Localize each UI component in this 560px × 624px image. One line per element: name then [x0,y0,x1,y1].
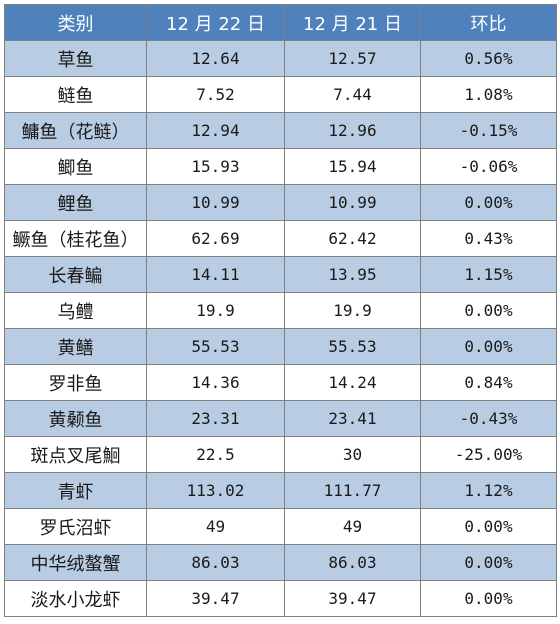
price-dec21-cell: 86.03 [284,544,421,581]
category-cell: 罗非鱼 [4,364,147,401]
change-cell: 0.00% [420,292,557,329]
table-row: 鳙鱼（花鲢） 12.94 12.96 -0.15% [4,112,557,149]
price-dec22-cell: 12.94 [146,112,285,149]
change-cell: -0.06% [420,148,557,185]
change-cell: 0.00% [420,508,557,545]
category-cell: 青虾 [4,472,147,509]
table-row: 斑点叉尾鮰 22.5 30 -25.00% [4,436,557,473]
change-cell: 0.00% [420,184,557,221]
category-cell: 鲤鱼 [4,184,147,221]
price-dec21-cell: 13.95 [284,256,421,293]
change-cell: 0.56% [420,40,557,77]
table-row: 淡水小龙虾 39.47 39.47 0.00% [4,580,557,617]
price-dec21-cell: 111.77 [284,472,421,509]
change-cell: 1.08% [420,76,557,113]
header-date-dec22: 12 月 22 日 [146,4,285,41]
category-cell: 鲫鱼 [4,148,147,185]
change-cell: 0.00% [420,544,557,581]
price-dec22-cell: 113.02 [146,472,285,509]
category-cell: 斑点叉尾鮰 [4,436,147,473]
table-row: 中华绒螯蟹 86.03 86.03 0.00% [4,544,557,581]
price-dec21-cell: 23.41 [284,400,421,437]
header-change: 环比 [420,4,557,41]
category-cell: 罗氏沼虾 [4,508,147,545]
change-cell: -25.00% [420,436,557,473]
price-dec22-cell: 55.53 [146,328,285,365]
change-cell: 0.84% [420,364,557,401]
change-cell: -0.43% [420,400,557,437]
category-cell: 中华绒螯蟹 [4,544,147,581]
category-cell: 黄颡鱼 [4,400,147,437]
table-row: 长春鳊 14.11 13.95 1.15% [4,256,557,293]
price-dec22-cell: 7.52 [146,76,285,113]
change-cell: 1.15% [420,256,557,293]
table-row: 鲫鱼 15.93 15.94 -0.06% [4,148,557,185]
category-cell: 淡水小龙虾 [4,580,147,617]
price-dec21-cell: 49 [284,508,421,545]
change-cell: 0.43% [420,220,557,257]
price-dec21-cell: 55.53 [284,328,421,365]
table-row: 罗氏沼虾 49 49 0.00% [4,508,557,545]
table-row: 罗非鱼 14.36 14.24 0.84% [4,364,557,401]
category-cell: 鳙鱼（花鲢） [4,112,147,149]
price-dec21-cell: 62.42 [284,220,421,257]
price-dec22-cell: 10.99 [146,184,285,221]
table-row: 黄鳝 55.53 55.53 0.00% [4,328,557,365]
price-dec21-cell: 15.94 [284,148,421,185]
category-cell: 鳜鱼（桂花鱼） [4,220,147,257]
price-dec22-cell: 22.5 [146,436,285,473]
price-dec21-cell: 12.57 [284,40,421,77]
price-dec22-cell: 19.9 [146,292,285,329]
price-dec21-cell: 14.24 [284,364,421,401]
table-row: 乌鳢 19.9 19.9 0.00% [4,292,557,329]
price-dec22-cell: 23.31 [146,400,285,437]
price-dec22-cell: 39.47 [146,580,285,617]
header-category: 类别 [4,4,147,41]
change-cell: 0.00% [420,580,557,617]
price-table: 类别 12 月 22 日 12 月 21 日 环比 草鱼 12.64 12.57… [4,4,557,617]
price-dec21-cell: 7.44 [284,76,421,113]
price-dec22-cell: 49 [146,508,285,545]
category-cell: 草鱼 [4,40,147,77]
category-cell: 鲢鱼 [4,76,147,113]
table-row: 鳜鱼（桂花鱼） 62.69 62.42 0.43% [4,220,557,257]
price-dec21-cell: 39.47 [284,580,421,617]
price-dec22-cell: 15.93 [146,148,285,185]
table-row: 黄颡鱼 23.31 23.41 -0.43% [4,400,557,437]
change-cell: 1.12% [420,472,557,509]
price-dec21-cell: 30 [284,436,421,473]
price-dec21-cell: 10.99 [284,184,421,221]
table-row: 鲤鱼 10.99 10.99 0.00% [4,184,557,221]
table-row: 草鱼 12.64 12.57 0.56% [4,40,557,77]
change-cell: -0.15% [420,112,557,149]
price-dec22-cell: 62.69 [146,220,285,257]
price-dec21-cell: 12.96 [284,112,421,149]
category-cell: 乌鳢 [4,292,147,329]
header-row: 类别 12 月 22 日 12 月 21 日 环比 [4,4,557,41]
price-dec21-cell: 19.9 [284,292,421,329]
price-dec22-cell: 14.11 [146,256,285,293]
table-row: 青虾 113.02 111.77 1.12% [4,472,557,509]
category-cell: 黄鳝 [4,328,147,365]
price-dec22-cell: 12.64 [146,40,285,77]
header-date-dec21: 12 月 21 日 [284,4,421,41]
table-row: 鲢鱼 7.52 7.44 1.08% [4,76,557,113]
change-cell: 0.00% [420,328,557,365]
price-dec22-cell: 86.03 [146,544,285,581]
category-cell: 长春鳊 [4,256,147,293]
price-dec22-cell: 14.36 [146,364,285,401]
